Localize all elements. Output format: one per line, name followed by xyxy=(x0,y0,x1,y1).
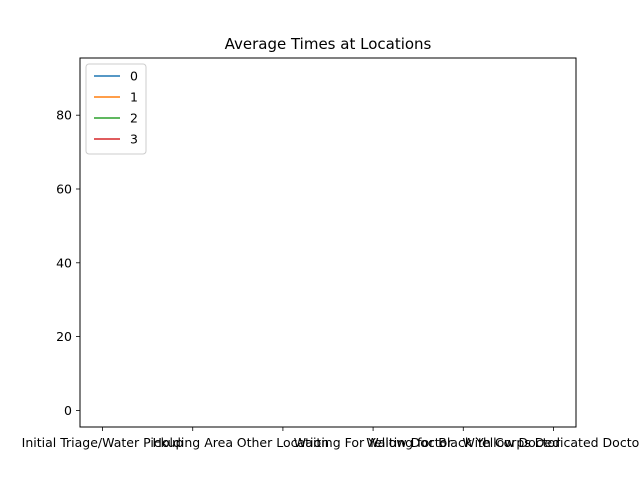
y-tick-label: 40 xyxy=(56,255,72,270)
x-tick-label: Initial Triage/Water Pickup xyxy=(22,435,184,450)
y-tick-label: 80 xyxy=(56,108,72,123)
x-tick-label: Holding Area xyxy=(152,435,233,450)
legend-label: 3 xyxy=(130,132,138,147)
y-tick-label: 0 xyxy=(64,403,72,418)
y-tick-label: 20 xyxy=(56,329,72,344)
legend: 0 1 2 3 xyxy=(85,63,147,155)
legend-label: 0 xyxy=(130,69,138,84)
x-tick-label: Other Location xyxy=(237,435,329,450)
x-tick-label: Waiting For Yellow Doctor xyxy=(294,435,454,450)
plot-frame xyxy=(79,57,577,428)
legend-label: 1 xyxy=(130,90,138,105)
x-tick-label: With Corps Dedicated Doctor xyxy=(463,435,640,450)
x-tick-label: Waiting for Black Yellow Doctor xyxy=(366,435,561,450)
legend-label: 2 xyxy=(130,111,138,126)
chart-title: Average Times at Locations xyxy=(225,35,432,53)
legend-box xyxy=(85,63,147,155)
y-tick-label: 60 xyxy=(56,181,72,196)
